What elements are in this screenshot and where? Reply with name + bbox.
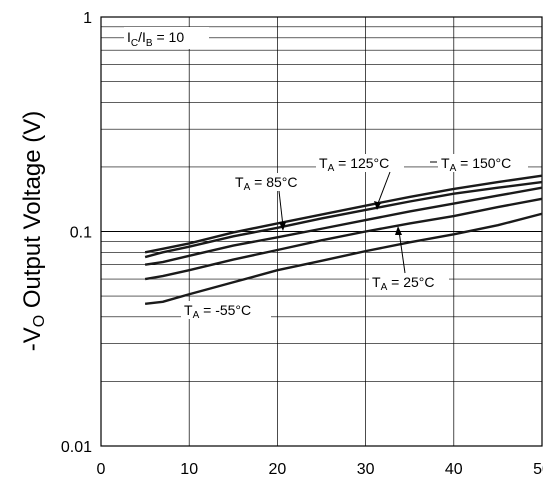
grid-minor: [101, 26, 542, 382]
series-label-85: TA = 85°C: [235, 174, 297, 193]
grid-major: [101, 17, 542, 446]
x-tick-label: 0: [97, 461, 106, 478]
leader-85: [278, 190, 284, 227]
series-line-1: [144, 180, 543, 259]
y-tick-label: 0.1: [70, 225, 92, 242]
label-bg-85: [232, 173, 312, 191]
arrow-125: [374, 201, 381, 210]
label-bg-150: [438, 154, 528, 172]
plot-frame: [100, 16, 543, 447]
series-label-150: TA = 150°C: [441, 155, 511, 174]
series-line-0: [144, 174, 543, 254]
condition-bg: [124, 27, 209, 49]
leader-25: [398, 230, 406, 274]
x-tick-label: 30: [357, 461, 375, 478]
series-line-2: [144, 186, 543, 266]
series-line-4: [144, 212, 543, 306]
tick-labels: 0 10 20 30 40 50 0.01 0.1 1: [61, 10, 543, 478]
x-tick-label: 20: [269, 461, 287, 478]
label-bg-125: [316, 154, 404, 172]
series-label-125: TA = 125°C: [319, 155, 389, 174]
y-axis-label: -VO Output Voltage (V): [19, 111, 48, 352]
label-bg-25: [369, 273, 449, 291]
series-line-3: [144, 197, 543, 281]
x-tick-label: 10: [180, 461, 198, 478]
x-tick-label: 40: [445, 461, 463, 478]
series-layer: [144, 174, 543, 306]
label-bg-neg55: [181, 301, 271, 319]
y-tick-label: 1: [83, 10, 92, 27]
arrow-25: [395, 226, 402, 235]
leader-125: [376, 171, 391, 207]
series-label-25: TA = 25°C: [372, 274, 434, 293]
series-label-neg55: TA = -55°C: [184, 302, 251, 321]
arrow-85: [279, 222, 286, 231]
condition-label: IC/IB = 10: [127, 29, 184, 49]
y-tick-label: 0.01: [61, 439, 92, 456]
x-tick-label: 50: [533, 461, 543, 478]
